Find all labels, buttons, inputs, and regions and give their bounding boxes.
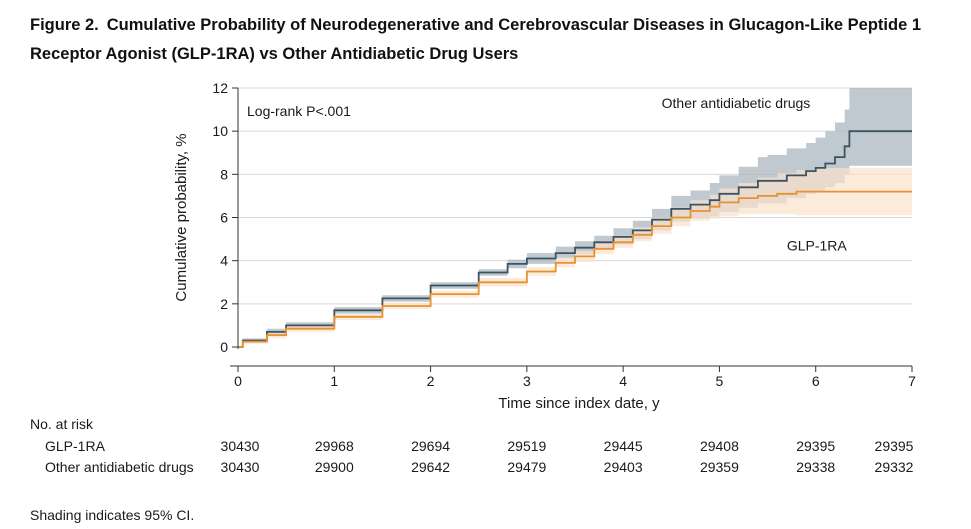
x-tick-label-3: 3 (523, 373, 531, 389)
y-tick-label-4: 8 (220, 166, 228, 182)
footnote: Shading indicates 95% CI. (30, 507, 195, 523)
x-tick-label-6: 6 (812, 373, 820, 389)
series-label-0: Other antidiabetic drugs (662, 95, 811, 111)
x-tick-label-1: 1 (330, 373, 338, 389)
ci-band-0 (238, 88, 912, 347)
y-tick-label-1: 2 (220, 296, 228, 312)
x-tick-label-7: 7 (908, 373, 916, 389)
x-tick-label-0: 0 (234, 373, 242, 389)
y-axis-label: Cumulative probability, % (173, 133, 190, 301)
log-rank-annotation: Log-rank P<.001 (247, 103, 351, 119)
figure-title: Figure 2. Cumulative Probability of Neuro… (30, 11, 955, 69)
y-tick-label-5: 10 (212, 123, 228, 139)
figure-label: Figure 2. (30, 16, 99, 34)
x-tick-label-5: 5 (716, 373, 724, 389)
y-tick-label-2: 4 (220, 253, 228, 269)
y-tick-label-3: 6 (220, 210, 228, 226)
y-tick-label-6: 12 (212, 80, 228, 96)
x-axis-label: Time since index date, y (498, 395, 660, 412)
y-tick-label-0: 0 (220, 339, 228, 355)
figure-title-text: Cumulative Probability of Neurodegenerat… (30, 16, 922, 63)
x-tick-label-4: 4 (619, 373, 627, 389)
series-label-1: GLP-1RA (787, 238, 848, 254)
x-tick-label-2: 2 (427, 373, 435, 389)
series-line-1 (238, 190, 912, 348)
